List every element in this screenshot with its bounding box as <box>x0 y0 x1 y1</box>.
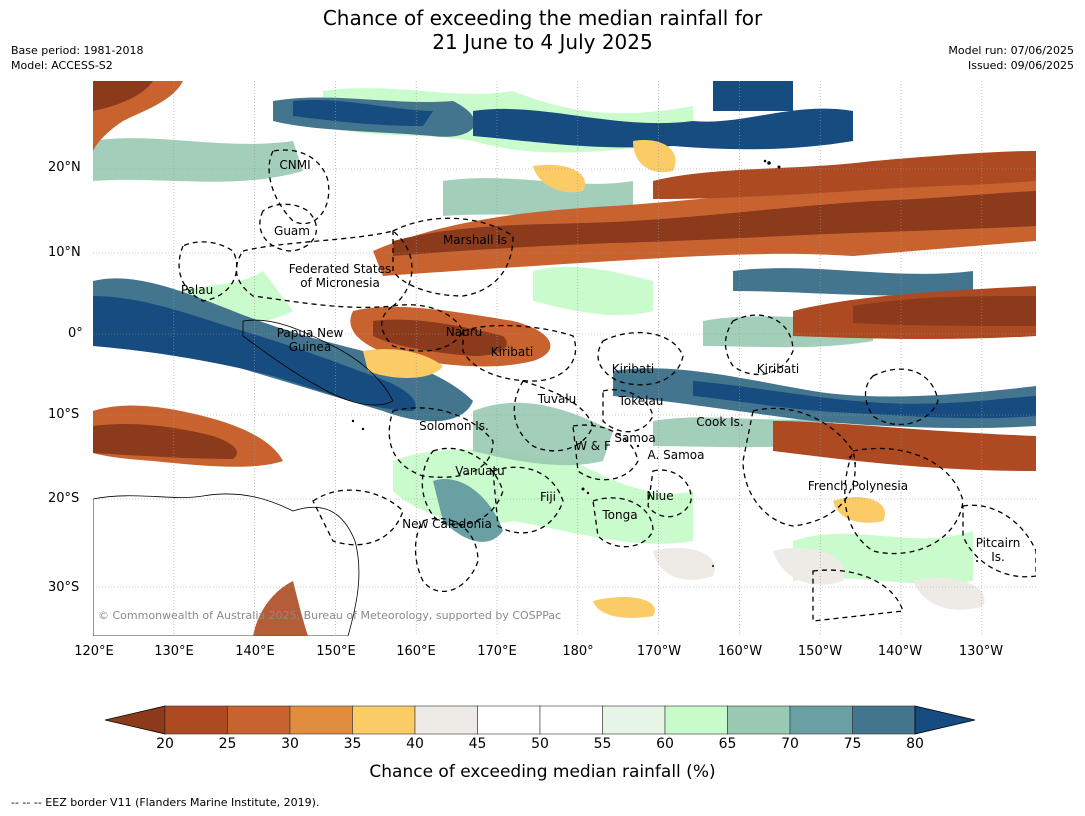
region-cook: Cook Is. <box>696 415 744 429</box>
colorbar-label: 30 <box>281 736 299 752</box>
colorbar <box>105 705 976 735</box>
region-fsm-line-1: Federated States <box>288 262 392 276</box>
colorbar-cell <box>352 705 416 735</box>
base-period: Base period: 1981-2018 <box>11 44 144 57</box>
colorbar-cell <box>539 705 603 735</box>
y-tick: 30°S <box>48 580 80 595</box>
colorbar-extend-high <box>914 705 976 735</box>
colorbar-label: 65 <box>718 736 737 752</box>
colorbar-label: 40 <box>406 736 424 752</box>
colorbar-label: 50 <box>531 736 549 752</box>
x-tick: 130°W <box>958 644 1004 659</box>
meta-right: Model run: 07/06/2025 Issued: 09/06/2025 <box>948 43 1074 73</box>
x-tick: 180° <box>562 644 594 659</box>
map-graphic <box>93 81 1036 636</box>
region-nauru: Nauru <box>445 325 483 339</box>
x-tick: 140°E <box>235 644 275 659</box>
issued-date: Issued: 09/06/2025 <box>967 59 1074 72</box>
colorbar-label: 60 <box>656 736 674 752</box>
region-wallis-futuna: W & F <box>575 439 611 453</box>
colorbar-label: 45 <box>468 736 487 752</box>
region-samoa: Samoa <box>614 431 656 445</box>
y-tick: 10°N <box>48 245 81 260</box>
eez-borders <box>178 149 1036 622</box>
region-png-line-2: Guinea <box>288 340 332 354</box>
region-fsm-line-2: of Micronesia <box>300 276 380 290</box>
model-name: Model: ACCESS-S2 <box>11 59 113 72</box>
region-pitcairn: Pitcairn Is. <box>976 536 1021 564</box>
x-tick: 170°W <box>636 644 682 659</box>
region-palau: Palau <box>180 283 214 297</box>
x-tick: 160°W <box>717 644 763 659</box>
colorbar-cell <box>602 705 666 735</box>
map-title: Chance of exceeding the median rainfall … <box>0 6 1085 54</box>
colorbar-label: 55 <box>593 736 612 752</box>
region-marshall: Marshall Is <box>442 233 508 247</box>
title-line-1: Chance of exceeding the median rainfall … <box>322 6 763 30</box>
region-kiribati-central: Kiribati <box>611 362 655 376</box>
copyright-notice: © Commonwealth of Australia 2025, Bureau… <box>98 609 562 622</box>
region-png: Papua New Guinea <box>277 326 344 354</box>
colorbar-label: 75 <box>843 736 862 752</box>
colorbar-cell <box>227 705 291 735</box>
colorbar-label: 35 <box>343 736 362 752</box>
png-outline <box>242 319 394 406</box>
region-fsm: Federated States of Micronesia <box>289 262 391 290</box>
region-tuvalu: Tuvalu <box>537 392 577 406</box>
islands <box>351 159 978 567</box>
y-tick: 20°N <box>48 160 81 175</box>
x-tick: 150°E <box>316 644 356 659</box>
colorbar-cell <box>164 705 228 735</box>
x-tick: 140°W <box>877 644 923 659</box>
region-kiribati-east: Kiribati <box>756 362 800 376</box>
region-american-samoa: A. Samoa <box>647 448 705 462</box>
region-solomon: Solomon Is. <box>419 419 489 433</box>
y-tick: 20°S <box>48 491 80 506</box>
colorbar-cell <box>852 705 916 735</box>
x-tick: 130°E <box>154 644 194 659</box>
region-fiji: Fiji <box>539 490 557 504</box>
region-cnmi: CNMI <box>279 158 311 172</box>
model-run: Model run: 07/06/2025 <box>948 44 1074 57</box>
rainfall-map: © Commonwealth of Australia 2025, Bureau… <box>93 81 1036 636</box>
region-new-caledonia: New Caledonia <box>402 517 492 531</box>
colorbar-cell <box>414 705 478 735</box>
colorbar-cell <box>789 705 853 735</box>
x-tick: 160°E <box>396 644 436 659</box>
colorbar-label: 70 <box>781 736 799 752</box>
colorbar-cell <box>289 705 353 735</box>
region-tonga: Tonga <box>602 508 638 522</box>
colorbar-label: 80 <box>906 736 924 752</box>
region-guam: Guam <box>274 224 310 238</box>
region-pitcairn-line-2: Is. <box>991 550 1005 564</box>
colorbar-title: Chance of exceeding median rainfall (%) <box>369 762 716 782</box>
meta-left: Base period: 1981-2018 Model: ACCESS-S2 <box>11 43 143 73</box>
yellow-patches <box>153 140 885 618</box>
title-line-2: 21 June to 4 July 2025 <box>432 30 653 54</box>
colorbar-cell <box>727 705 791 735</box>
region-vanuatu: Vanuatu <box>455 464 505 478</box>
footer-note: -- -- -- EEZ border V11 (Flanders Marine… <box>11 796 320 809</box>
colorbar-cell <box>664 705 728 735</box>
y-tick: 10°S <box>48 407 80 422</box>
region-pitcairn-line-1: Pitcairn <box>975 536 1021 550</box>
region-kiribati-west: Kiribati <box>490 345 534 359</box>
region-niue: Niue <box>646 489 674 503</box>
x-tick: 120°E <box>74 644 114 659</box>
y-tick: 0° <box>68 326 83 341</box>
colorbar-extend-low <box>105 705 166 735</box>
region-png-line-1: Papua New <box>276 326 344 340</box>
x-tick: 150°W <box>797 644 843 659</box>
colorbar-cell <box>477 705 541 735</box>
region-french-polynesia: French Polynesia <box>807 479 909 493</box>
colorbar-label: 25 <box>218 736 237 752</box>
x-tick: 170°E <box>477 644 517 659</box>
region-tokelau: Tokelau <box>618 394 664 408</box>
colorbar-label: 20 <box>156 736 174 752</box>
